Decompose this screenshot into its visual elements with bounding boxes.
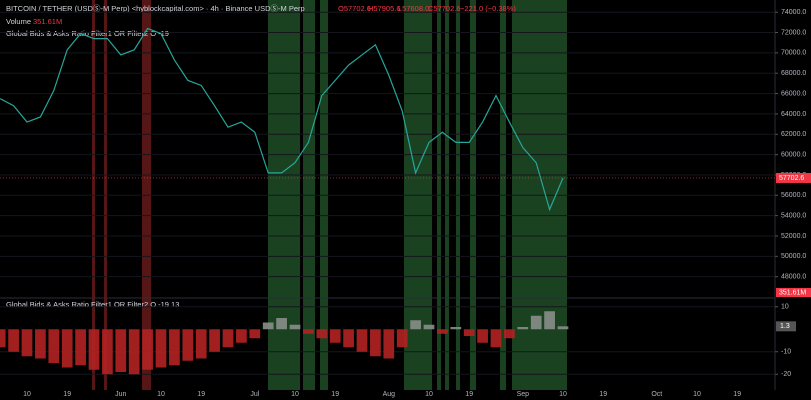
histogram-bar <box>450 327 462 330</box>
volume-badge-text: 351.61M <box>779 289 806 296</box>
ohlc-close: C57702.6 <box>428 4 461 13</box>
ohlc-low: L57608.0 <box>398 4 429 13</box>
y-tick-label: 52000.0 <box>781 233 806 240</box>
x-tick-label: Jun <box>115 391 126 398</box>
x-tick-label: Oct <box>651 391 662 398</box>
histogram-bar <box>343 329 354 348</box>
histogram-bar <box>8 329 19 352</box>
histogram-bar <box>88 329 100 370</box>
y-tick-label: 10 <box>781 304 789 311</box>
histogram-bar <box>329 329 341 343</box>
histogram-bar <box>61 329 73 368</box>
histogram-bar <box>222 329 234 348</box>
price-line <box>0 27 564 212</box>
x-tick-label: 19 <box>733 391 741 398</box>
histogram-bar <box>155 329 167 368</box>
histogram-bar <box>383 329 395 359</box>
histogram-bar <box>169 329 180 366</box>
volume-badge <box>776 288 811 297</box>
histogram-bar <box>142 329 153 370</box>
x-tick-label: 19 <box>331 391 339 398</box>
ohlc-change: −221.0 (−0.38%) <box>460 4 516 13</box>
histogram-bar <box>21 329 33 357</box>
indicator-title: Global Bids & Asks Ratio Filter1 OR Filt… <box>6 300 179 309</box>
y-tick-label: -20 <box>781 371 791 378</box>
indicator-title: Global Bids & Asks Ratio Filter1 OR Filt… <box>6 29 169 38</box>
histogram-bar <box>115 329 127 372</box>
x-tick-label: Jul <box>250 391 259 398</box>
histogram-bar <box>35 329 46 359</box>
histogram-bar <box>530 315 542 330</box>
histogram-bar <box>490 329 502 348</box>
histogram-bar <box>517 327 529 330</box>
histogram-bar <box>557 326 569 330</box>
histogram-bar <box>303 329 314 334</box>
last-value-badge <box>776 321 796 332</box>
y-tick-label: 68000.0 <box>781 70 806 77</box>
x-tick-label: 10 <box>291 391 299 398</box>
y-tick-label: 66000.0 <box>781 90 806 97</box>
y-tick-label: 54000.0 <box>781 212 806 219</box>
histogram-bar <box>463 329 475 336</box>
last-price-text: 57702.6 <box>779 175 804 182</box>
histogram-bar <box>477 329 488 343</box>
histogram-bar <box>195 329 207 359</box>
histogram-bar <box>236 329 247 343</box>
symbol: BITCOIN / TETHER (USDⓈ-M Perp) <hyblockc… <box>6 4 305 13</box>
histogram-bar <box>423 324 435 330</box>
x-tick-label: 10 <box>693 391 701 398</box>
y-tick-label: 50000.0 <box>781 253 806 260</box>
y-tick-label: 60000.0 <box>781 151 806 158</box>
x-tick-label: 10 <box>157 391 165 398</box>
x-tick-label: 19 <box>599 391 607 398</box>
histogram-bar <box>544 311 555 330</box>
last-value-text: 1.3 <box>780 323 790 330</box>
x-tick-label: 19 <box>63 391 71 398</box>
x-tick-label: 10 <box>559 391 567 398</box>
histogram-bar <box>410 320 421 330</box>
histogram-bar <box>316 329 328 339</box>
y-tick-label: 74000.0 <box>781 9 806 16</box>
x-tick-label: 10 <box>425 391 433 398</box>
histogram-bar <box>0 329 6 348</box>
ohlc-open: O57702.6 <box>338 4 371 13</box>
histogram-bar <box>276 318 287 330</box>
histogram-bar <box>249 329 261 339</box>
histogram-bar <box>182 329 194 361</box>
volume-label: Volume <box>6 17 31 26</box>
x-tick-label: Aug <box>383 391 396 398</box>
y-tick-label: 56000.0 <box>781 192 806 199</box>
ohlc-high: H57905.6 <box>368 4 401 13</box>
histogram-bar <box>209 329 220 352</box>
y-tick-label: 62000.0 <box>781 131 806 138</box>
histogram-bar <box>262 322 274 330</box>
histogram-bar <box>75 329 86 366</box>
x-tick-label: 10 <box>23 391 31 398</box>
histogram-bar <box>370 329 381 357</box>
last-price-badge <box>776 172 811 183</box>
histogram-bar <box>289 324 301 330</box>
histogram-bar <box>437 329 448 334</box>
histogram-bar <box>48 329 60 363</box>
y-tick-label: 48000.0 <box>781 274 806 281</box>
histogram-bar <box>356 329 368 352</box>
x-tick-label: Sep <box>517 391 530 398</box>
histogram-bar <box>102 329 113 375</box>
y-tick-label: -10 <box>781 349 791 356</box>
volume-value: 351.61M <box>33 17 62 26</box>
histogram-bar <box>396 329 408 348</box>
histogram-bar <box>504 329 515 339</box>
y-tick-label: 70000.0 <box>781 50 806 57</box>
histogram-bar <box>128 329 140 375</box>
x-tick-label: 19 <box>465 391 473 398</box>
y-tick-label: 64000.0 <box>781 111 806 118</box>
x-tick-label: 19 <box>197 391 205 398</box>
y-tick-label: 72000.0 <box>781 29 806 36</box>
